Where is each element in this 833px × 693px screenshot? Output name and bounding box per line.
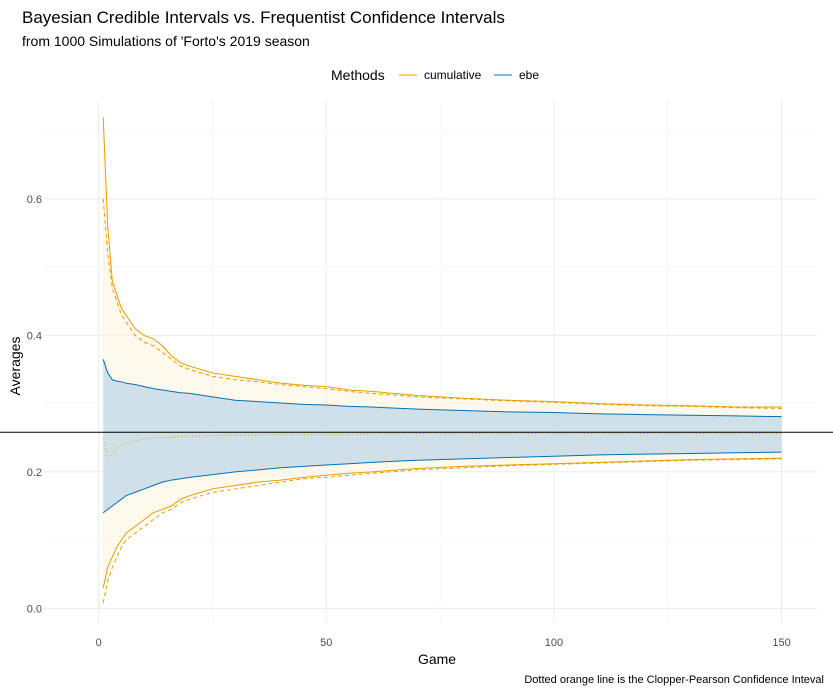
chart-caption: Dotted orange line is the Clopper-Pearso…: [524, 674, 824, 686]
x-tick-label-0: 0: [96, 637, 102, 649]
bands: [103, 117, 782, 588]
y-tick-labels: 0.0 0.2 0.4 0.6: [27, 194, 42, 615]
x-tick-label-3: 150: [772, 637, 790, 649]
series-line-ebe-lower: [102, 451, 782, 514]
series-line-cumulative-upper: [102, 117, 782, 408]
chart-subtitle: from 1000 Simulations of 'Forto's 2019 s…: [22, 33, 310, 49]
y-tick-label-1: 0.2: [27, 467, 42, 479]
x-tick-labels: 0 50 100 150: [96, 637, 791, 649]
series-line-cumulative-lower: [102, 457, 782, 588]
band-ebe: [103, 359, 782, 513]
x-tick-label-1: 50: [320, 637, 332, 649]
band-cumulative: [103, 117, 782, 588]
series-lines: [102, 117, 782, 603]
legend-title: Methods: [331, 67, 385, 83]
series-line-clopper-pearson-upper: [102, 198, 782, 409]
y-tick-label-0: 0.0: [27, 603, 42, 615]
chart-title: Bayesian Credible Intervals vs. Frequent…: [22, 8, 505, 27]
y-axis-title: Averages: [7, 337, 23, 396]
legend-label-cumulative: cumulative: [424, 68, 482, 82]
series-line-ebe-upper: [102, 359, 782, 418]
legend: Methods cumulative ebe: [331, 67, 539, 83]
y-tick-label-2: 0.4: [27, 330, 42, 342]
y-tick-label-3: 0.6: [27, 194, 42, 206]
series-line-clopper-pearson-lower: [102, 458, 782, 603]
legend-label-ebe: ebe: [519, 68, 539, 82]
x-tick-label-2: 100: [545, 637, 563, 649]
x-axis-title: Game: [418, 651, 456, 667]
